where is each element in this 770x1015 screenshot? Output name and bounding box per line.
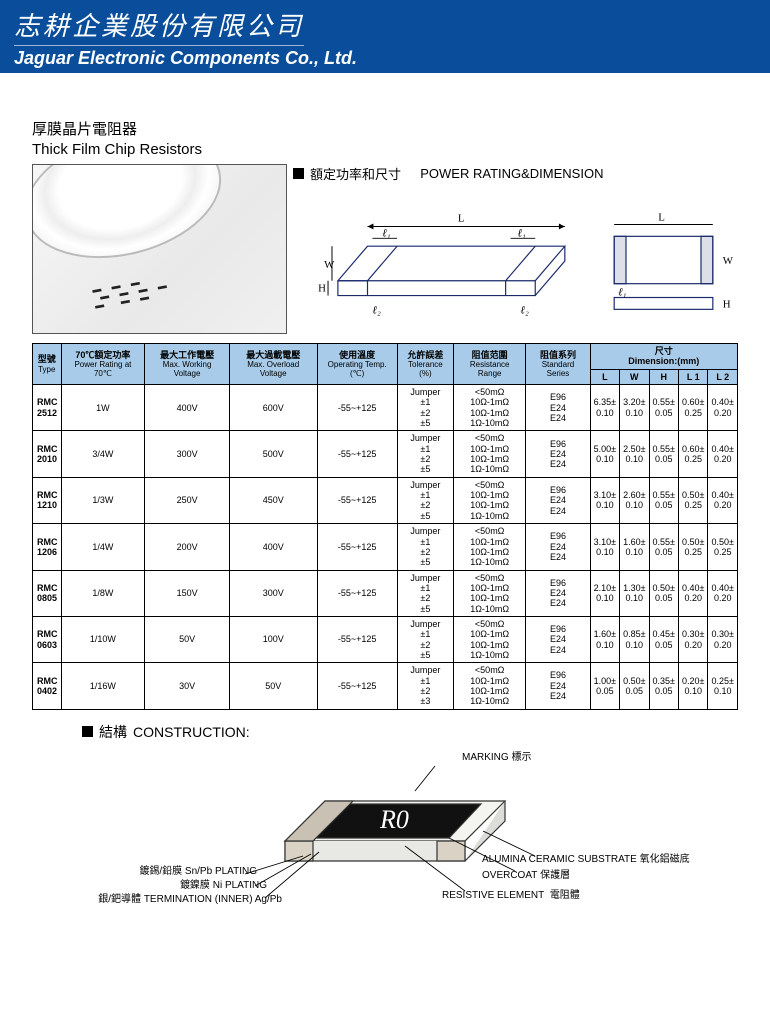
svg-text:W: W xyxy=(324,259,335,271)
table-row: RMC12101/3W250V450V-55~+125Jumper±1±2±5<… xyxy=(33,477,738,523)
table-row: RMC25121W400V600V-55~+125Jumper±1±2±5<50… xyxy=(33,385,738,431)
lbl-ni: 鍍鎳膜 Ni PLATING xyxy=(127,876,267,891)
table-row: RMC20103/4W300V500V-55~+125Jumper±1±2±5<… xyxy=(33,431,738,477)
svg-text:H: H xyxy=(318,283,326,295)
table-row: RMC12061/4W200V400V-55~+125Jumper±1±2±5<… xyxy=(33,524,738,570)
svg-text:L: L xyxy=(658,212,665,224)
col-temp: 使用溫度Operating Temp.(℃) xyxy=(317,344,397,385)
bullet-square-icon xyxy=(293,168,304,179)
construction-section: 結構 CONSTRUCTION: R0 xyxy=(32,722,738,926)
construction-diagram: R0 xyxy=(32,746,738,926)
table-row: RMC08051/8W150V300V-55~+125Jumper±1±2±5<… xyxy=(33,570,738,616)
document-content: 厚膜晶片電阻器 Thick Film Chip Resistors ▬ ▬ ▬ … xyxy=(0,73,770,936)
col-maxover: 最大過載電壓Max. Overload Voltage xyxy=(229,344,317,385)
lbl-resistive: RESISTIVE ELEMENT 電阻體 xyxy=(442,886,580,901)
section-construction-cn: 結構 xyxy=(99,722,127,742)
company-name-cn: 志耕企業股份有限公司 xyxy=(14,6,304,46)
dimension-diagram: L ℓ₁ ℓ₁ W H ℓ₂ ℓ₂ L W xyxy=(293,187,738,335)
svg-text:ℓ₂: ℓ₂ xyxy=(520,304,529,316)
lbl-snpb: 鍍錫/鉛膜 Sn/Pb PLATING xyxy=(87,862,257,877)
spec-table: 型號Type 70℃額定功率Power Rating at 70℃ 最大工作電壓… xyxy=(32,343,738,710)
col-series: 阻值系列Standard Series xyxy=(526,344,590,385)
col-H: H xyxy=(649,369,678,384)
col-maxwork: 最大工作電壓Max. Working Voltage xyxy=(145,344,229,385)
lbl-overcoat: OVERCOAT 保護層 xyxy=(482,866,570,881)
svg-text:H: H xyxy=(723,298,731,310)
svg-text:R0: R0 xyxy=(379,805,409,834)
product-photo: ▬ ▬ ▬ ▬ ▬ ▬ ▬▬ ▬ ▬ xyxy=(32,164,287,334)
section-power-cn: 額定功率和尺寸 xyxy=(310,164,401,183)
svg-text:ℓ₁: ℓ₁ xyxy=(618,287,627,299)
product-title-en: Thick Film Chip Resistors xyxy=(32,141,738,158)
svg-text:W: W xyxy=(723,255,734,267)
col-L1: L 1 xyxy=(679,369,708,384)
col-W: W xyxy=(620,369,649,384)
svg-text:ℓ₁: ℓ₁ xyxy=(517,227,526,239)
col-dim: 尺寸Dimension:(mm) xyxy=(590,344,737,370)
section-power-en: POWER RATING&DIMENSION xyxy=(420,166,603,181)
svg-text:ℓ₁: ℓ₁ xyxy=(382,227,391,239)
section-power-heading: 額定功率和尺寸 POWER RATING&DIMENSION xyxy=(293,164,738,183)
col-power: 70℃額定功率Power Rating at 70℃ xyxy=(61,344,145,385)
table-row: RMC04021/16W30V50V-55~+125Jumper±1±2±3<5… xyxy=(33,663,738,709)
col-L: L xyxy=(590,369,619,384)
lbl-alumina: ALUMINA CERAMIC SUBSTRATE 氧化鋁磁底 xyxy=(482,850,690,865)
svg-text:L: L xyxy=(458,213,465,225)
company-header: 志耕企業股份有限公司 Jaguar Electronic Components … xyxy=(0,0,770,73)
col-range: 阻值范圍Resistance Range xyxy=(454,344,526,385)
table-row: RMC06031/10W50V100V-55~+125Jumper±1±2±5<… xyxy=(33,616,738,662)
bullet-square-icon xyxy=(82,726,93,737)
col-type: 型號Type xyxy=(33,344,62,385)
col-tol: 允許誤差Tolerance (%) xyxy=(397,344,453,385)
lbl-marking: MARKING 標示 xyxy=(462,748,531,763)
col-L2: L 2 xyxy=(708,369,738,384)
product-title-cn: 厚膜晶片電阻器 xyxy=(32,118,738,139)
lbl-term: 銀/鈀導體 TERMINATION (INNER) Ag/Pb xyxy=(52,890,282,905)
company-name-en: Jaguar Electronic Components Co., Ltd. xyxy=(14,48,756,69)
section-construction-en: CONSTRUCTION: xyxy=(133,724,250,740)
svg-text:ℓ₂: ℓ₂ xyxy=(372,304,381,316)
